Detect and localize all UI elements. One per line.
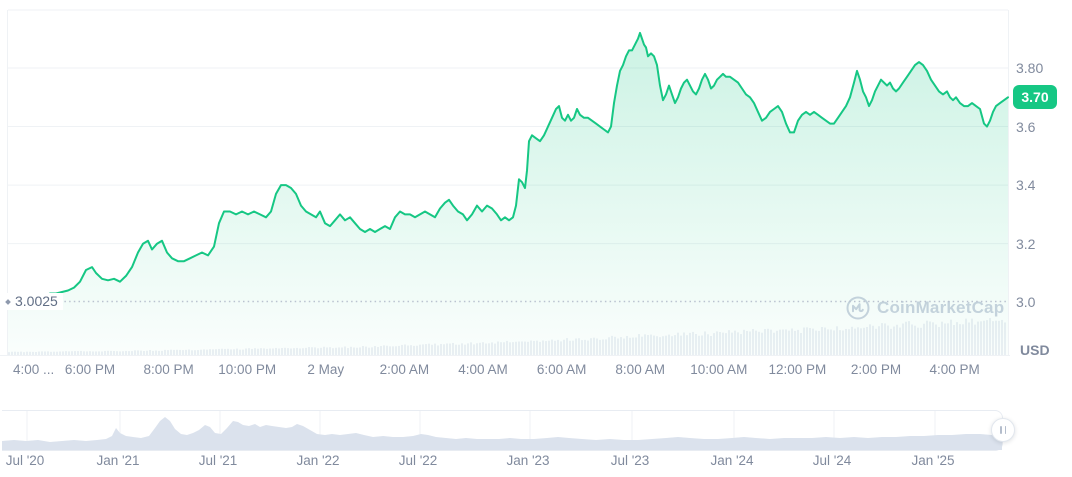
x-axis-label: 4:00 PM [929,362,980,377]
navigator-area-fill [2,417,1002,450]
x-axis-label: 10:00 PM [218,362,277,377]
navigator-date-label: Jan '21 [96,453,140,468]
y-axis-label: 3.4 [1016,177,1036,194]
navigator-area-chart[interactable] [2,411,1002,450]
price-area-fill [8,32,1008,356]
x-axis-label: 10:00 AM [690,362,748,377]
x-axis-label: 4:00 AM [458,362,508,377]
low-price-annotation: 3.0025 [2,293,63,310]
current-price-badge: 3.70 [1013,85,1057,110]
x-axis-label: 2:00 PM [850,362,902,377]
low-marker-icon [5,298,11,305]
navigator-date-label: Jul '22 [398,453,438,468]
y-axis-label: 3.80 [1016,60,1044,76]
navigator-date-label: Jul '24 [812,453,852,468]
navigator-date-label: Jan '24 [710,453,754,468]
navigator-right-handle[interactable] [991,418,1015,442]
main-chart-plot[interactable]: CoinMarketCap 3.0025 [0,0,1010,356]
price-line [7,31,1009,303]
y-axis-label: 3.6 [1016,118,1036,135]
navigator-date-label: Jul '20 [5,453,45,468]
y-axis-label: 3.0 [1016,294,1036,311]
range-navigator[interactable] [2,410,1015,451]
x-axis-label: 8:00 PM [143,362,194,377]
price-area-chart[interactable] [0,0,1010,356]
x-axis-label: 6:00 AM [536,362,587,377]
x-axis-label: 4:00 ... [13,362,55,377]
x-axis-label: 6:00 PM [64,362,116,377]
navigator-date-label: Jul '21 [198,453,238,468]
y-axis: 3.80 3.6 3.4 3.2 3.0 3.70 USD [1010,0,1072,360]
x-axis-label: 8:00 AM [615,362,665,377]
navigator-date-label: Jan '22 [296,453,340,468]
x-axis-label: 2:00 AM [379,362,430,377]
navigator-date-label: Jan '25 [911,453,955,468]
currency-label: USD [1020,342,1050,358]
navigator-date-label: Jul '23 [610,453,650,468]
low-price-label: 3.0025 [15,293,58,309]
x-axis-label: 12:00 PM [768,362,827,377]
x-axis: 4:00 ... 6:00 PM 8:00 PM 10:00 PM 2 May 2:00 … [0,360,1010,382]
navigator-date-label: Jan '23 [506,453,550,468]
y-axis-label: 3.2 [1016,235,1036,252]
navigator-axis: Jul '20 Jan '21 Jul '21 Jan '22 Jul '22 Jan '… [0,453,1010,473]
x-axis-label: 2 May [307,362,345,377]
